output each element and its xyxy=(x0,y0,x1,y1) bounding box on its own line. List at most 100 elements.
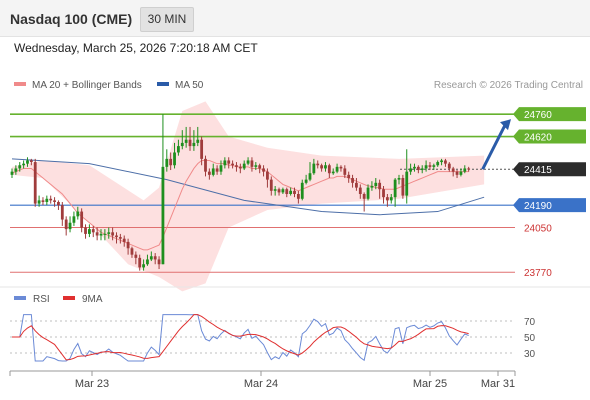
x-tick-label: Mar 31 xyxy=(481,378,515,390)
candle-body xyxy=(385,197,389,201)
candle xyxy=(339,165,343,172)
candle xyxy=(118,233,122,244)
candle xyxy=(242,160,246,171)
candle-body xyxy=(444,160,447,164)
candle xyxy=(366,184,370,201)
candle-body xyxy=(432,165,436,167)
candle xyxy=(207,168,211,180)
candle xyxy=(385,193,389,207)
candle xyxy=(436,160,440,167)
candle-body xyxy=(308,173,312,180)
rsi-level-label-70: 70 xyxy=(524,317,536,328)
candle xyxy=(76,206,80,220)
candle-body xyxy=(269,179,273,191)
candle-body xyxy=(103,233,107,235)
candle xyxy=(331,168,335,175)
legend-ma50: MA 50 xyxy=(157,80,203,91)
level-badge-24415 xyxy=(513,162,586,177)
candle xyxy=(33,158,37,207)
level-badge-24190 xyxy=(513,198,586,213)
candle-body xyxy=(463,168,467,172)
candle xyxy=(10,168,14,179)
candle xyxy=(285,187,289,198)
level-label-24415: 24415 xyxy=(524,165,552,176)
candle xyxy=(45,195,49,206)
candle xyxy=(409,163,413,175)
candle xyxy=(196,126,200,147)
candle xyxy=(29,158,33,166)
x-tick-label: Mar 25 xyxy=(413,378,447,390)
candle xyxy=(327,163,331,179)
candle-body xyxy=(157,259,161,265)
candle xyxy=(223,157,227,169)
candle-body xyxy=(254,165,258,167)
ma50-swatch xyxy=(157,82,169,87)
candle-body xyxy=(231,163,234,166)
rsi-ma-legend-label: 9MA xyxy=(82,294,103,305)
candle-body xyxy=(455,171,459,175)
forecast-arrow xyxy=(481,119,511,170)
level-label-24190: 24190 xyxy=(524,201,552,212)
candle-body xyxy=(374,182,378,187)
candle-body xyxy=(149,256,153,260)
candle-body xyxy=(273,189,277,191)
candle xyxy=(358,184,362,199)
candles xyxy=(10,114,471,271)
candle-body xyxy=(130,248,134,255)
candle-body xyxy=(304,179,308,183)
candle-body xyxy=(146,259,149,265)
level-label-23770: 23770 xyxy=(524,268,552,279)
rsi-ma-legend-swatch xyxy=(63,296,75,300)
candle-body xyxy=(262,168,265,172)
candle xyxy=(60,201,64,226)
candle xyxy=(455,170,459,179)
candle-body xyxy=(173,152,176,166)
candle xyxy=(49,195,53,204)
candle xyxy=(177,139,180,156)
rsi-level-label-50: 50 xyxy=(524,333,536,344)
candle xyxy=(444,158,447,167)
candle-body xyxy=(196,139,200,143)
candle xyxy=(161,114,165,265)
candle xyxy=(180,130,184,150)
candle xyxy=(169,152,173,171)
candle-body xyxy=(401,178,405,196)
candle xyxy=(153,253,157,265)
candle-body xyxy=(177,146,180,153)
rsi-line xyxy=(12,314,469,362)
candle xyxy=(397,174,401,185)
candle xyxy=(215,165,219,175)
candle xyxy=(22,160,26,169)
candle-body xyxy=(126,241,130,249)
candle-body xyxy=(258,165,262,169)
timeframe-button[interactable]: 30 MIN xyxy=(140,7,194,32)
candle-body xyxy=(107,232,111,234)
level-badge-24760 xyxy=(513,107,586,122)
candle-body xyxy=(382,189,385,198)
candle-body xyxy=(60,205,64,220)
candle xyxy=(277,187,281,196)
candle-body xyxy=(153,256,157,260)
candle xyxy=(300,179,304,201)
candle xyxy=(157,256,161,270)
candle-body xyxy=(358,187,362,194)
candle-body xyxy=(238,166,242,169)
candle-body xyxy=(277,189,281,193)
candle xyxy=(463,165,467,174)
candle-body xyxy=(447,163,451,169)
candle xyxy=(420,165,424,174)
candle-body xyxy=(84,227,87,234)
header-bar: Nasdaq 100 (CME) 30 MIN xyxy=(0,0,590,37)
candle xyxy=(440,158,443,166)
candle xyxy=(413,163,416,172)
candle-body xyxy=(451,168,455,172)
candle-body xyxy=(424,165,428,169)
candle-body xyxy=(49,198,53,201)
candle xyxy=(111,227,115,241)
candle-body xyxy=(289,190,293,194)
candle xyxy=(68,216,72,233)
candle-body xyxy=(207,171,211,175)
candle-body xyxy=(343,168,347,175)
candle xyxy=(138,254,142,271)
